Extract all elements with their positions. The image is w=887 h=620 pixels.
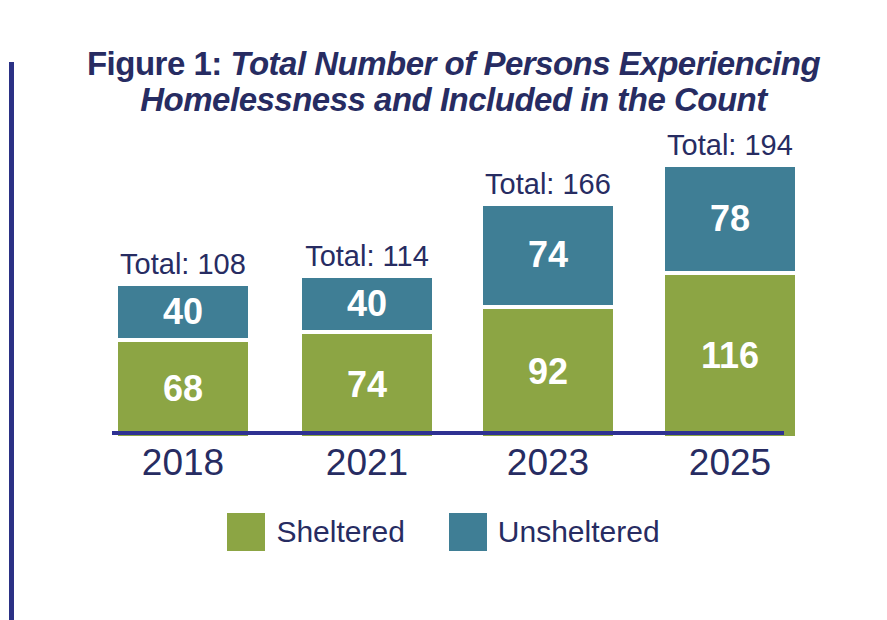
segment-value-sheltered-2018: 68 <box>163 371 203 407</box>
bar-segment-unsheltered-2018: 40 <box>118 286 248 341</box>
bar-segment-sheltered-2023: 92 <box>483 309 613 436</box>
segment-value-sheltered-2025: 116 <box>701 338 759 374</box>
legend-label-sheltered: Sheltered <box>276 512 404 552</box>
segment-value-unsheltered-2023: 74 <box>528 237 568 273</box>
bar-segment-sheltered-2021: 74 <box>302 334 432 436</box>
year-label-2025: 2025 <box>655 444 805 482</box>
segment-value-sheltered-2023: 92 <box>528 354 568 390</box>
segment-value-unsheltered-2018: 40 <box>163 294 203 330</box>
legend: Sheltered Unsheltered <box>0 511 887 553</box>
legend-item-sheltered: Sheltered <box>227 512 404 552</box>
bar-group-2023: 74 92 <box>483 206 613 436</box>
bar-group-2021: 40 74 <box>302 278 432 436</box>
bar-segment-unsheltered-2021: 40 <box>302 278 432 333</box>
year-label-2023: 2023 <box>473 444 623 482</box>
year-label-2021: 2021 <box>292 444 442 482</box>
bar-segment-unsheltered-2025: 78 <box>665 167 795 275</box>
total-label-2023: Total: 166 <box>456 169 640 199</box>
segment-value-unsheltered-2021: 40 <box>347 286 387 322</box>
legend-label-unsheltered: Unsheltered <box>498 512 660 552</box>
year-label-2018: 2018 <box>108 444 258 482</box>
segment-value-unsheltered-2025: 78 <box>710 201 750 237</box>
bar-group-2025: 78 116 <box>665 167 795 436</box>
sheltered-swatch-icon <box>227 513 265 551</box>
total-label-2025: Total: 194 <box>638 130 822 160</box>
legend-item-unsheltered: Unsheltered <box>449 512 660 552</box>
figure-page: Figure 1: Total Number of Persons Experi… <box>0 0 887 620</box>
total-label-2018: Total: 108 <box>91 249 275 279</box>
x-axis-line <box>112 431 784 435</box>
unsheltered-swatch-icon <box>449 513 487 551</box>
bar-segment-sheltered-2025: 116 <box>665 275 795 436</box>
bar-segment-unsheltered-2023: 74 <box>483 206 613 308</box>
total-label-2021: Total: 114 <box>275 241 459 271</box>
segment-value-sheltered-2021: 74 <box>347 367 387 403</box>
bar-segment-sheltered-2018: 68 <box>118 342 248 436</box>
bar-group-2018: 40 68 <box>118 286 248 436</box>
